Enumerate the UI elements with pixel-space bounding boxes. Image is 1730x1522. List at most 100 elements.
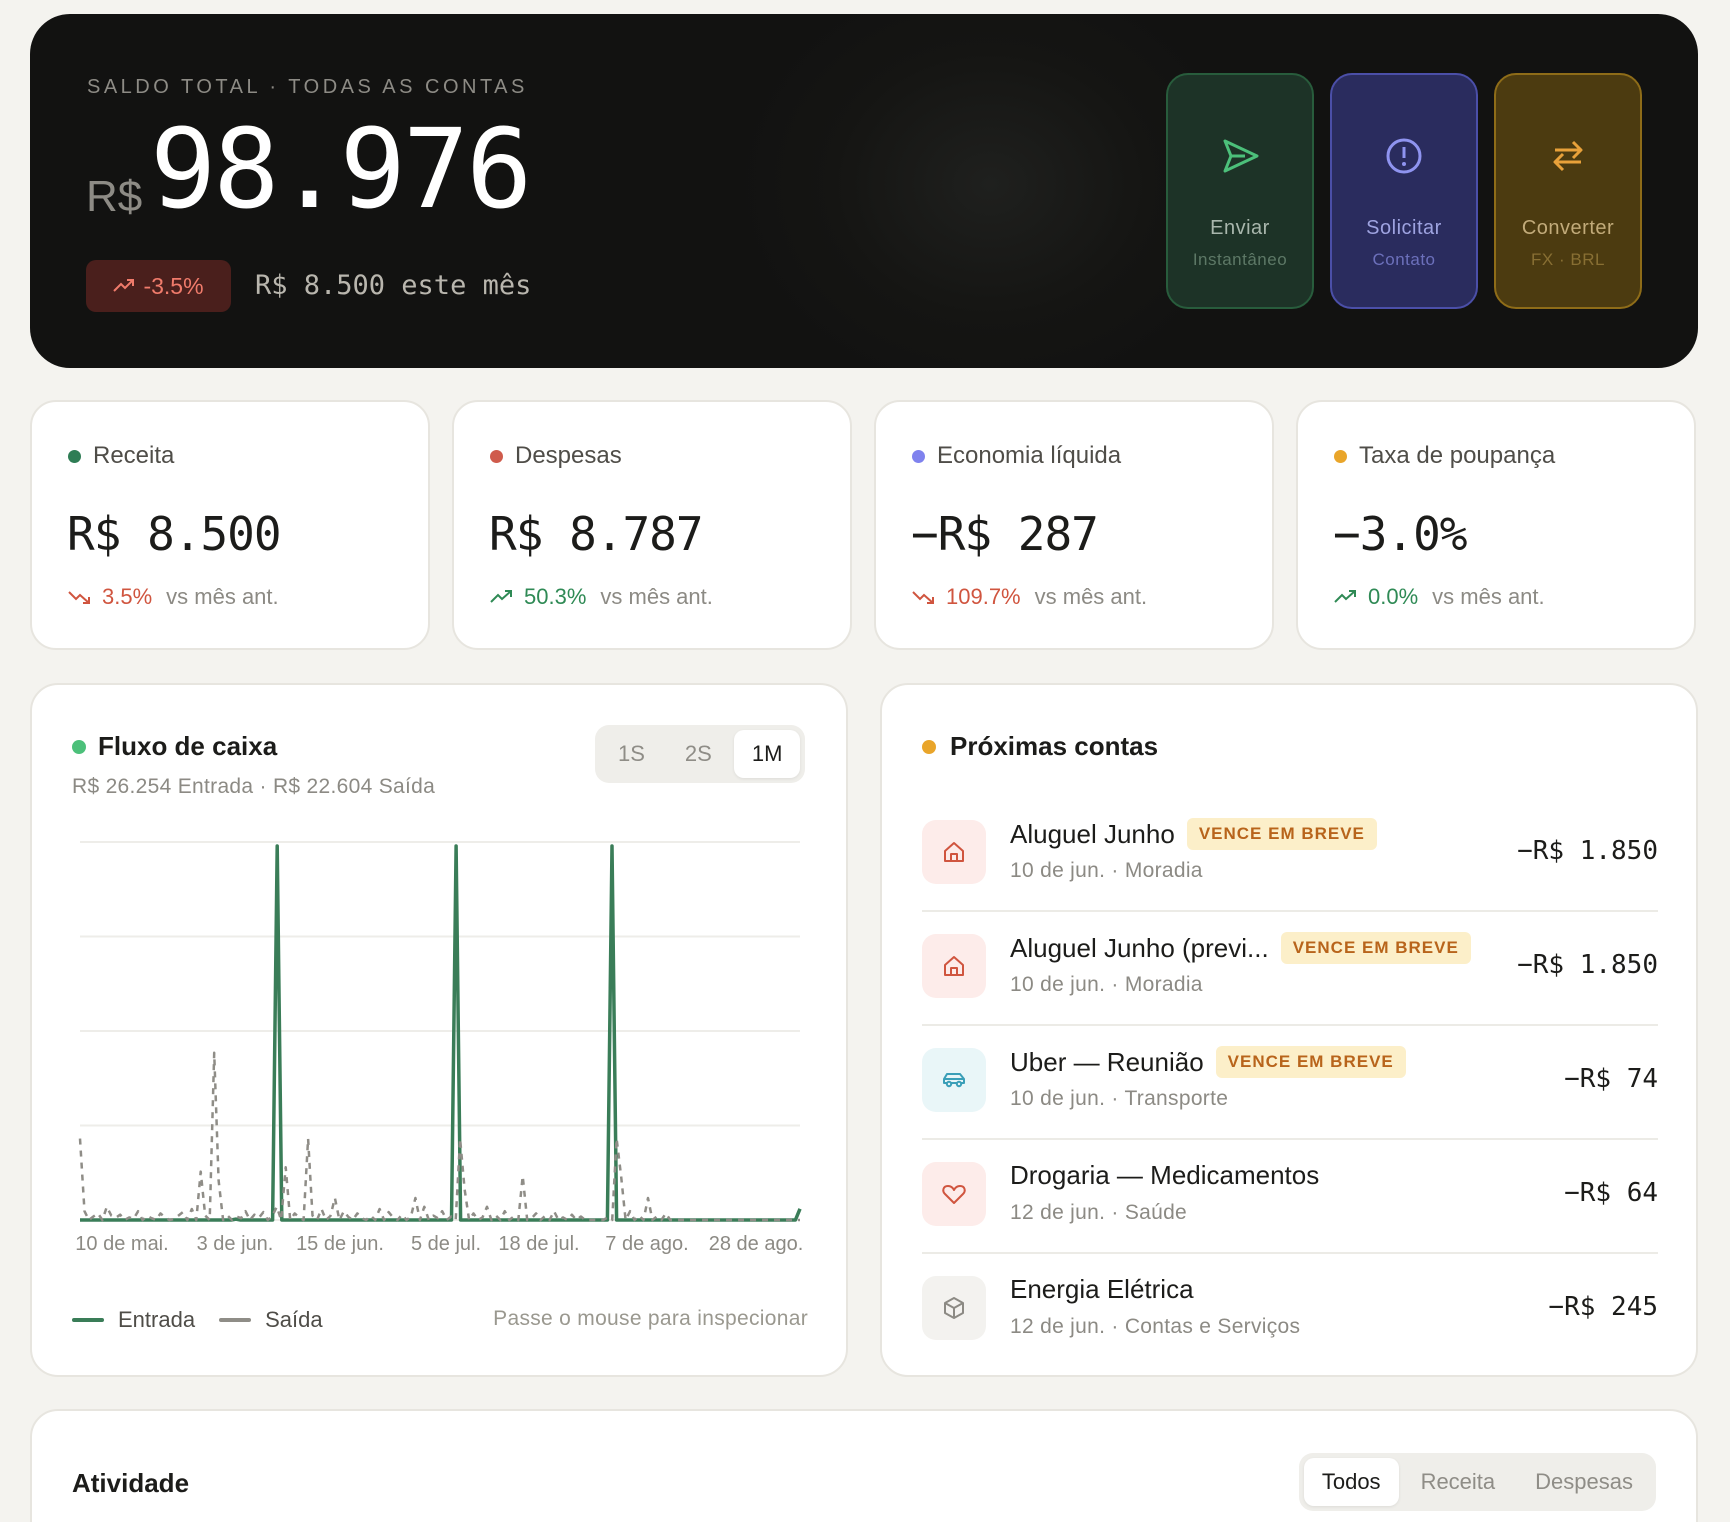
bill-amount: −R$ 1.850 bbox=[1517, 950, 1658, 980]
stat-change: 0.0% bbox=[1368, 584, 1419, 609]
bill-name: Aluguel Junho bbox=[1010, 818, 1175, 849]
bill-meta-separator: · bbox=[1105, 973, 1125, 996]
due-soon-badge: VENCE EM BREVE bbox=[1186, 818, 1377, 850]
request-button[interactable]: Solicitar Contato bbox=[1330, 73, 1478, 309]
filter-income[interactable]: Receita bbox=[1420, 1469, 1496, 1494]
x-tick-label: 10 de mai. bbox=[75, 1233, 168, 1255]
convert-button-label: Converter bbox=[1521, 217, 1615, 239]
balance-kicker: SALDO TOTAL · TODAS AS CONTAS bbox=[87, 76, 528, 98]
request-button-label: Solicitar bbox=[1366, 217, 1442, 239]
stat-label: Receita bbox=[93, 442, 175, 469]
cashflow-title: Fluxo de caixa bbox=[98, 731, 278, 761]
box-icon bbox=[944, 1297, 964, 1319]
cashflow-hint: Passe o mouse para inspecionar bbox=[493, 1307, 808, 1330]
cashflow-panel: 10 de mai. 3 de jun. 15 de jun. 5 de jul. 18… bbox=[30, 683, 848, 1377]
convert-button[interactable]: Converter FX · BRL bbox=[1494, 73, 1642, 309]
send-button-subtitle: Instantâneo bbox=[1192, 250, 1288, 269]
bill-date: 12 de jun. bbox=[1010, 1315, 1106, 1338]
trend-up-icon bbox=[113, 279, 135, 292]
bill-amount: −R$ 245 bbox=[1548, 1292, 1658, 1322]
stat-card-savings-rate: Taxa de poupança −3.0% 0.0% vs mês ant. bbox=[1296, 400, 1696, 650]
swap-icon bbox=[1553, 140, 1583, 172]
bill-item[interactable]: Aluguel Junho VENCE EM BREVE 10 de jun. ·… bbox=[922, 798, 1658, 912]
x-tick-label: 7 de ago. bbox=[605, 1233, 688, 1255]
bill-meta-separator: · bbox=[1105, 1087, 1125, 1110]
heart-icon bbox=[942, 1185, 966, 1204]
balance-change-value: -3.5% bbox=[143, 272, 204, 299]
bill-name: Aluguel Junho (previ... bbox=[1010, 932, 1269, 963]
alert-circle-icon bbox=[1386, 138, 1422, 174]
bill-date: 10 de jun. bbox=[1010, 859, 1106, 882]
stat-vs: vs mês ant. bbox=[166, 584, 279, 609]
stat-dot bbox=[68, 449, 81, 463]
bill-date: 10 de jun. bbox=[1010, 973, 1106, 996]
due-soon-badge: VENCE EM BREVE bbox=[1280, 932, 1471, 964]
bill-amount: −R$ 64 bbox=[1564, 1178, 1658, 1208]
bill-category: Saúde bbox=[1124, 1201, 1188, 1224]
car-icon bbox=[943, 1073, 965, 1088]
bill-item[interactable]: Aluguel Junho (previ... VENCE EM BREVE 10… bbox=[922, 912, 1658, 1026]
series-line-entrada bbox=[80, 844, 802, 1222]
range-1m[interactable]: 1M bbox=[733, 730, 801, 778]
balance-month-text: R$ 8.500 este mês bbox=[255, 270, 532, 301]
legend-swatch-in bbox=[72, 1318, 104, 1322]
stat-card-expenses: Despesas R$ 8.787 50.3% vs mês ant. bbox=[452, 400, 852, 650]
bill-name: Energia Elétrica bbox=[1010, 1274, 1194, 1304]
request-button-subtitle: Contato bbox=[1372, 250, 1436, 269]
bills-title: Próximas contas bbox=[950, 731, 1159, 761]
stat-vs: vs mês ant. bbox=[600, 584, 713, 609]
stat-value: −R$ 287 bbox=[911, 507, 1099, 561]
bill-item[interactable]: Energia Elétrica 12 de jun. · Contas e S… bbox=[922, 1254, 1658, 1368]
stat-card-net-savings: Economia líquida −R$ 287 109.7% vs mês a… bbox=[874, 400, 1274, 650]
bill-amount: −R$ 1.850 bbox=[1517, 836, 1658, 866]
stat-value: −3.0% bbox=[1333, 507, 1467, 561]
stat-label: Despesas bbox=[515, 442, 622, 469]
convert-button-subtitle: FX · BRL bbox=[1531, 250, 1605, 269]
series-line-saida bbox=[78, 1051, 800, 1222]
x-tick-label: 18 de jul. bbox=[498, 1233, 579, 1255]
home-icon bbox=[944, 956, 964, 976]
stat-change: 3.5% bbox=[102, 584, 153, 609]
send-button-label: Enviar bbox=[1210, 217, 1270, 239]
stat-vs: vs mês ant. bbox=[1034, 584, 1148, 609]
range-2s[interactable]: 2S bbox=[684, 741, 712, 766]
stat-label: Taxa de poupança bbox=[1359, 442, 1556, 469]
legend-swatch-out bbox=[219, 1318, 252, 1322]
upcoming-bills-panel: Próximas contas Aluguel Junho VENCE EM BR… bbox=[880, 683, 1698, 1377]
bill-date: 10 de jun. bbox=[1010, 1087, 1106, 1110]
send-icon bbox=[1223, 139, 1259, 173]
filter-expenses[interactable]: Despesas bbox=[1535, 1469, 1633, 1494]
home-icon bbox=[944, 842, 964, 862]
x-tick-label: 28 de ago. bbox=[709, 1233, 804, 1255]
bill-item[interactable]: Drogaria — Medicamentos 12 de jun. · Saú… bbox=[922, 1140, 1658, 1254]
stat-value: R$ 8.787 bbox=[489, 507, 704, 561]
cashflow-subtitle: R$ 26.254 Entrada · R$ 22.604 Saída bbox=[72, 775, 436, 798]
filter-all[interactable]: Todos bbox=[1303, 1458, 1399, 1506]
x-tick-label: 15 de jun. bbox=[296, 1233, 384, 1255]
stat-dot bbox=[912, 449, 925, 463]
bill-amount: −R$ 74 bbox=[1564, 1064, 1658, 1094]
bill-name: Uber — Reunião bbox=[1010, 1046, 1204, 1077]
send-button[interactable]: Enviar Instantâneo bbox=[1166, 73, 1314, 309]
activity-title: Atividade bbox=[72, 1468, 190, 1498]
stat-vs: vs mês ant. bbox=[1432, 584, 1545, 609]
bill-category: Moradia bbox=[1124, 859, 1203, 882]
stat-dot bbox=[1334, 449, 1347, 463]
stat-value: R$ 8.500 bbox=[67, 507, 282, 561]
range-1s[interactable]: 1S bbox=[618, 741, 645, 766]
bill-category: Contas e Serviços bbox=[1124, 1315, 1301, 1338]
trend-up-icon bbox=[490, 590, 512, 603]
stat-change: 109.7% bbox=[946, 584, 1021, 609]
cashflow-legend: Entrada Saída bbox=[72, 1307, 323, 1333]
activity-panel: Atividade Todos Receita Despesas bbox=[30, 1409, 1698, 1522]
balance-hero: SALDO TOTAL · TODAS AS CONTAS R$ 98.976 … bbox=[30, 14, 1698, 368]
x-tick-label: 3 de jun. bbox=[197, 1233, 274, 1255]
bill-item[interactable]: Uber — Reunião VENCE EM BREVE 10 de jun. … bbox=[922, 1026, 1658, 1140]
trend-up-icon bbox=[1334, 590, 1356, 603]
balance-currency: R$ bbox=[86, 172, 143, 221]
balance-change-badge: -3.5% bbox=[86, 260, 231, 312]
stat-label: Economia líquida bbox=[937, 442, 1122, 469]
legend-label-in: Entrada bbox=[118, 1307, 196, 1332]
due-soon-badge: VENCE EM BREVE bbox=[1215, 1046, 1406, 1078]
cashflow-dot bbox=[72, 739, 86, 754]
